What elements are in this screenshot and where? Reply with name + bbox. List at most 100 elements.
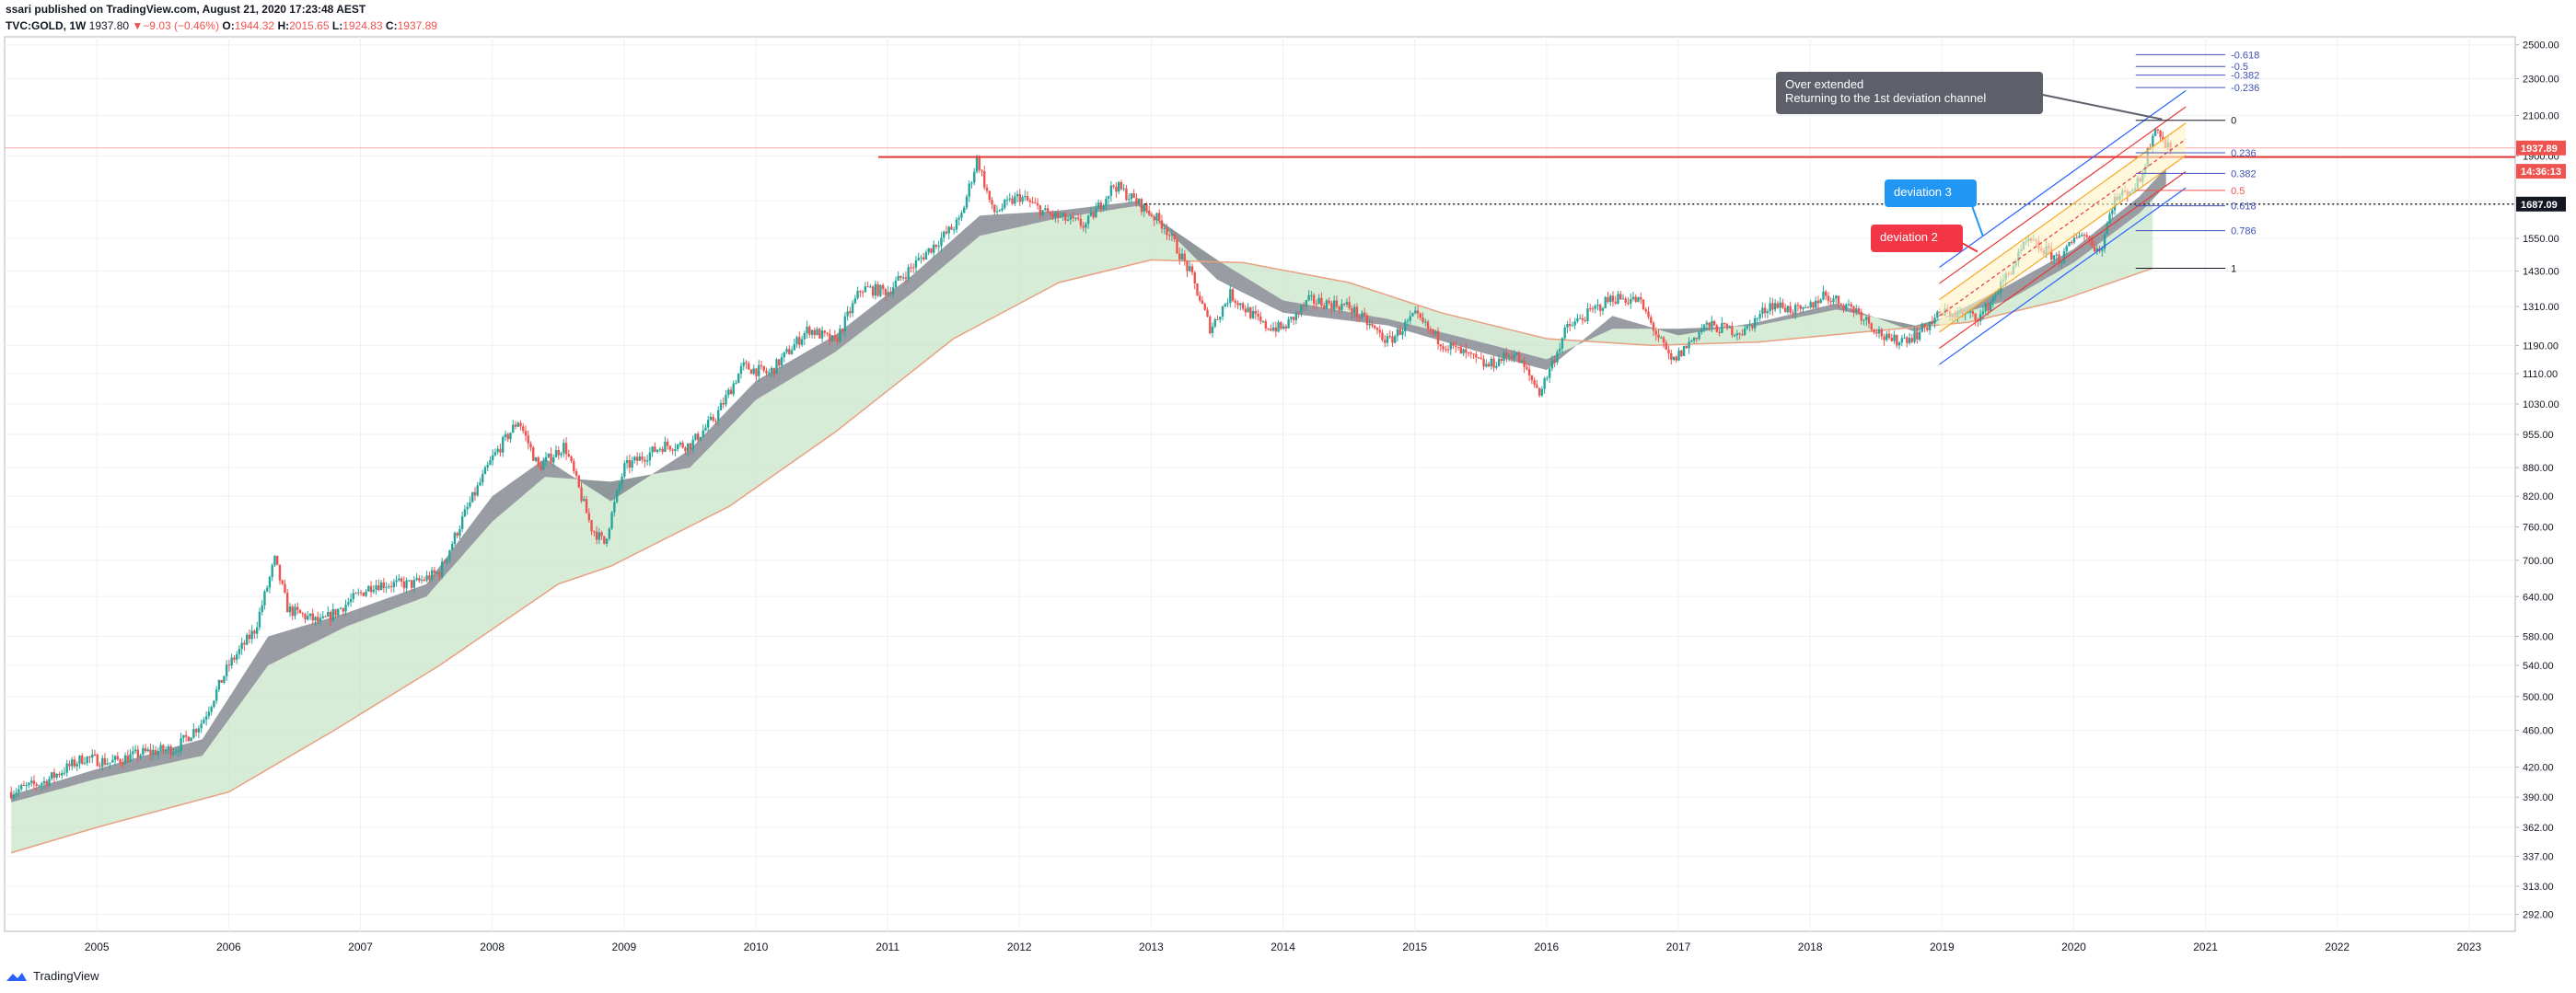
candle-body: [623, 463, 626, 477]
candle: [1317, 294, 1320, 305]
candle: [1280, 321, 1282, 330]
candle: [2075, 234, 2078, 239]
candle: [1312, 293, 1316, 310]
candle-body: [1140, 199, 1143, 213]
candle-body: [63, 772, 66, 774]
candle: [623, 460, 626, 479]
candle-body: [1715, 325, 1719, 332]
candle: [1388, 330, 1391, 340]
candle: [1887, 329, 1891, 341]
candle-body: [1004, 200, 1006, 209]
candle-body: [871, 286, 875, 296]
candle: [504, 430, 507, 442]
candle: [1991, 295, 1995, 308]
candle: [1621, 294, 1625, 300]
candle: [2108, 211, 2111, 225]
candle: [790, 346, 794, 355]
candle: [1041, 210, 1044, 216]
candle: [1351, 305, 1353, 319]
candle: [981, 169, 983, 177]
candle-body: [1657, 334, 1660, 339]
candle-body: [1815, 300, 1817, 308]
candle-body: [1677, 350, 1680, 361]
candle: [621, 473, 623, 491]
candle: [506, 432, 509, 443]
candle: [123, 752, 127, 765]
candle: [1842, 303, 1845, 314]
candle-body: [1241, 303, 1245, 309]
symbol-label[interactable]: TVC:GOLD, 1W: [6, 19, 87, 32]
candle: [1897, 341, 1901, 350]
candle: [1271, 322, 1275, 332]
candle-body: [1507, 355, 1511, 357]
candle: [1374, 324, 1376, 329]
candle: [281, 579, 284, 585]
candle-body: [922, 257, 925, 260]
candle-body: [443, 561, 447, 563]
candle-body: [945, 231, 948, 234]
candle-body: [1064, 213, 1067, 221]
candle-body: [1816, 300, 1820, 304]
candle-body: [1893, 334, 1896, 341]
candle-body: [180, 738, 182, 751]
candle: [1903, 333, 1906, 340]
candle: [1890, 333, 1893, 342]
candle-body: [560, 453, 563, 456]
brand-label[interactable]: TradingView: [33, 969, 99, 983]
candle-body: [1092, 212, 1095, 218]
candle: [238, 644, 241, 659]
candle: [590, 519, 593, 536]
candle-body: [760, 364, 763, 366]
callout-text: deviation 2: [1880, 230, 1938, 244]
x-tick-label: 2020: [2061, 941, 2086, 953]
candle-body: [1046, 208, 1050, 213]
candle: [489, 456, 492, 466]
candle-body: [83, 763, 87, 765]
candle: [641, 451, 644, 464]
candle-body: [1860, 312, 1862, 321]
candle-body: [382, 582, 386, 589]
candle: [1601, 306, 1605, 316]
candle: [1236, 300, 1239, 310]
price-label-text: 14:36:13: [2521, 167, 2561, 178]
candle-body: [29, 780, 33, 783]
candle: [1604, 295, 1607, 309]
candle: [1708, 321, 1711, 331]
candle-body: [563, 443, 565, 454]
candle: [934, 244, 938, 249]
candle: [425, 571, 428, 583]
candle: [704, 423, 707, 432]
candle: [1066, 215, 1070, 222]
candle: [876, 281, 879, 297]
candle: [499, 444, 502, 457]
candle-body: [1880, 329, 1883, 337]
candle-body: [1640, 296, 1642, 300]
candle: [15, 788, 17, 800]
candle-body: [78, 755, 81, 764]
cloud-area: [11, 199, 2153, 853]
candle: [122, 757, 124, 769]
candle-body: [671, 449, 674, 451]
candle-body: [1005, 199, 1009, 201]
candle-body: [435, 572, 438, 573]
candle: [133, 745, 137, 755]
candle: [423, 576, 426, 583]
candle: [111, 754, 114, 763]
fib-level-label: -0.618: [2231, 50, 2259, 61]
candle: [1074, 216, 1077, 222]
candle-body: [552, 457, 555, 463]
candle-body: [174, 751, 178, 753]
candle: [522, 422, 525, 434]
candle: [1079, 214, 1083, 229]
candle: [930, 248, 933, 254]
candle: [1482, 354, 1485, 371]
candle-body: [2065, 246, 2068, 252]
candle: [1117, 180, 1120, 195]
candle: [1586, 303, 1589, 325]
candle: [1315, 299, 1318, 310]
candle-body: [583, 499, 586, 502]
candle: [496, 445, 499, 455]
candle-body: [1763, 307, 1767, 314]
candle: [758, 360, 760, 382]
